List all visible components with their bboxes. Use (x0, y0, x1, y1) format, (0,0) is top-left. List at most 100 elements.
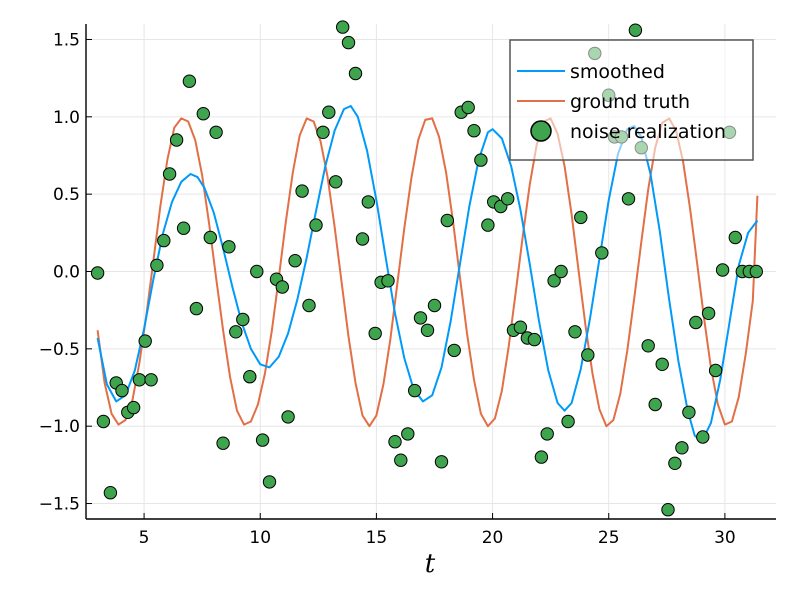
noise-point (162, 167, 177, 181)
noise-point (281, 410, 295, 424)
noise-point (90, 266, 105, 280)
noise-point (144, 373, 158, 387)
noise-point (196, 107, 211, 121)
noise-point (361, 195, 375, 209)
noise-point (355, 232, 370, 246)
noise-point (394, 453, 408, 467)
noise-point (132, 373, 147, 387)
noise-point (262, 475, 277, 489)
noise-point (408, 383, 422, 398)
noise-point (182, 74, 197, 88)
noise-point (176, 221, 191, 235)
x-tick-label: 30 (714, 528, 736, 548)
noise-point (222, 240, 236, 254)
noise-point (236, 312, 250, 327)
noise-point (348, 66, 363, 81)
noise-point (474, 153, 488, 167)
noise-point (715, 263, 730, 277)
y-tick-label: 1.5 (53, 30, 80, 50)
noise-point (126, 400, 141, 415)
noise-point (434, 455, 449, 469)
noise-point (255, 433, 270, 447)
y-tick-label: 0.0 (53, 263, 80, 283)
noise-point (250, 264, 264, 279)
noise-point (96, 414, 111, 429)
noise-point (341, 35, 356, 50)
y-tick-label: 1.0 (53, 108, 80, 128)
noise-point (103, 486, 118, 500)
noise-point (316, 125, 330, 140)
noise-point (561, 414, 575, 429)
noise-point (682, 405, 696, 419)
x-tick-label: 15 (366, 528, 388, 548)
noise-point (547, 274, 561, 288)
ground-truth-series (96, 117, 759, 428)
noise-point (648, 397, 662, 412)
legend-label: ground truth (570, 91, 690, 113)
noise-point (216, 436, 230, 450)
noise-point (209, 125, 223, 140)
noise-point (381, 274, 395, 288)
noise-point (675, 441, 689, 455)
legend-label: noise realization (570, 121, 726, 143)
noise-point (581, 348, 595, 362)
noise-point (243, 370, 257, 384)
noise-point (467, 124, 481, 138)
noise-point (413, 311, 428, 325)
noise-point (668, 456, 682, 470)
tick-labels: 5 10 15 20 25 30 −1.5 −1.0 −0.5 0.0 0.5 1.0 1.5 (39, 30, 736, 548)
noise-point (309, 218, 323, 232)
noise-point (728, 230, 742, 245)
noise-point (481, 218, 495, 232)
noise-point (513, 320, 528, 334)
noise-point (527, 332, 542, 347)
y-tick-label: −1.0 (39, 417, 80, 437)
noise-point (115, 383, 129, 398)
noise-point (275, 280, 289, 294)
x-axis-title: t (425, 549, 436, 579)
noise-point (322, 105, 336, 119)
noise-point (574, 210, 588, 225)
legend-swatch-marker (530, 120, 552, 142)
noise-point (288, 254, 302, 268)
legend: smoothed ground truth noise realization (509, 39, 754, 161)
noise-point (641, 339, 655, 353)
legend-label: smoothed (570, 61, 665, 83)
noise-point (420, 323, 435, 337)
noise-point (540, 427, 554, 441)
ground-truth-line (96, 117, 759, 428)
noise-point (329, 175, 343, 189)
noise-point (696, 430, 710, 444)
noise-point (701, 306, 716, 320)
noise-point (203, 230, 218, 245)
noise-point (554, 264, 568, 279)
noise-point (749, 264, 763, 279)
noise-point (621, 192, 636, 206)
y-tick-label: −1.5 (39, 495, 80, 515)
noise-point (427, 298, 442, 313)
x-tick-label: 20 (482, 528, 504, 548)
noise-point (229, 325, 243, 339)
noise-point (708, 363, 723, 378)
noise-point (336, 20, 350, 34)
noise-point (568, 325, 582, 339)
noise-point (534, 450, 549, 464)
noise-point (169, 133, 184, 147)
noise-point (189, 301, 204, 316)
noise-point (595, 246, 609, 260)
smoothed-series (96, 105, 759, 443)
noise-point (388, 435, 402, 449)
noise-point (401, 427, 415, 441)
noise-point (661, 503, 675, 517)
y-tick-label: −0.5 (39, 340, 80, 360)
x-tick-label: 10 (249, 528, 271, 548)
noise-point (138, 334, 152, 348)
noise-point (440, 213, 454, 228)
noise-point (461, 100, 475, 115)
noise-point (501, 192, 515, 206)
smoothed-line (96, 105, 759, 443)
noise-point (655, 357, 669, 371)
noise-point (150, 258, 164, 272)
x-tick-label: 5 (139, 528, 150, 548)
